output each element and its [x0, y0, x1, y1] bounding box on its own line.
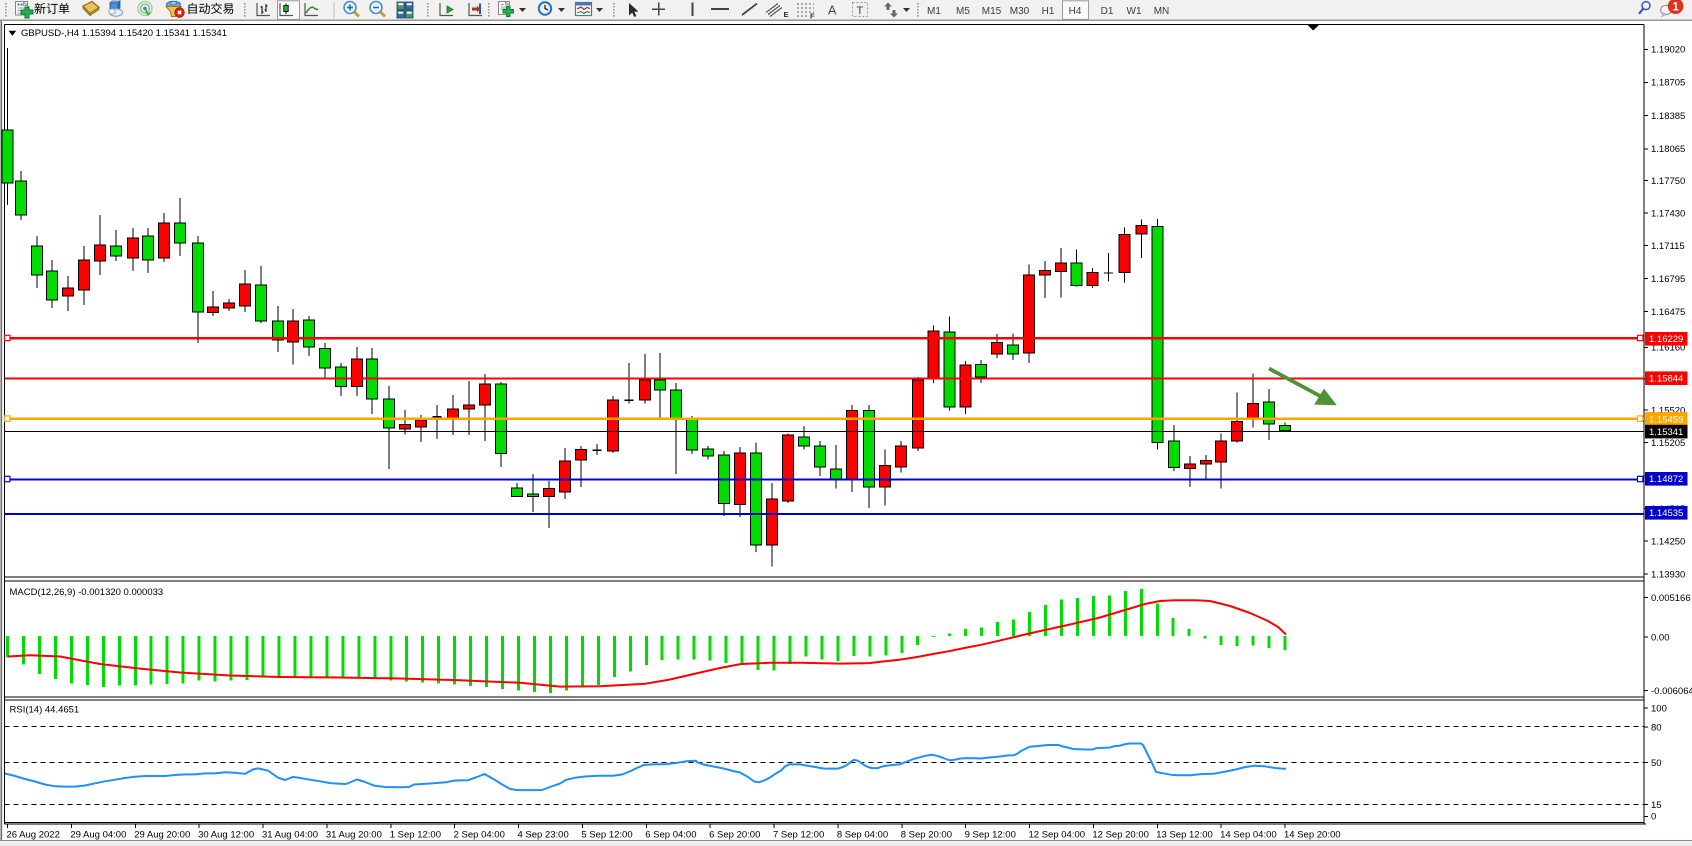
svg-text:1.17750: 1.17750: [1651, 176, 1685, 187]
svg-text:1.15459: 1.15459: [1649, 414, 1683, 425]
svg-text:1.17430: 1.17430: [1651, 209, 1685, 220]
svg-text:6 Sep 20:00: 6 Sep 20:00: [709, 830, 760, 841]
svg-text:31 Aug 04:00: 31 Aug 04:00: [262, 830, 318, 841]
svg-text:1.16795: 1.16795: [1651, 274, 1685, 285]
svg-text:1.15341: 1.15341: [1649, 427, 1683, 438]
svg-text:1.17115: 1.17115: [1651, 241, 1685, 252]
svg-text:4 Sep 23:00: 4 Sep 23:00: [518, 830, 569, 841]
svg-text:7 Sep 12:00: 7 Sep 12:00: [773, 830, 824, 841]
svg-text:1.15205: 1.15205: [1651, 438, 1685, 449]
svg-text:29 Aug 20:00: 29 Aug 20:00: [134, 830, 190, 841]
svg-text:26 Aug 2022: 26 Aug 2022: [7, 830, 60, 841]
svg-text:1.16229: 1.16229: [1649, 334, 1683, 345]
svg-text:MACD(12,26,9) -0.001320 0.0000: MACD(12,26,9) -0.001320 0.000033: [10, 587, 164, 598]
svg-text:1.16475: 1.16475: [1651, 307, 1685, 318]
svg-text:H4: H4: [1069, 6, 1082, 17]
svg-text:8 Sep 04:00: 8 Sep 04:00: [837, 830, 888, 841]
svg-text:1.19020: 1.19020: [1651, 45, 1685, 56]
svg-text:0.00: 0.00: [1651, 632, 1670, 643]
svg-text:1.15520: 1.15520: [1651, 406, 1685, 417]
svg-text:W1: W1: [1127, 6, 1142, 17]
svg-text:T: T: [857, 5, 864, 17]
svg-text:8 Sep 20:00: 8 Sep 20:00: [901, 830, 952, 841]
svg-text:M5: M5: [956, 6, 970, 17]
svg-text:1.16160: 1.16160: [1651, 343, 1685, 354]
svg-text:12 Sep 20:00: 12 Sep 20:00: [1092, 830, 1149, 841]
svg-text:1 Sep 12:00: 1 Sep 12:00: [390, 830, 441, 841]
svg-text:2 Sep 04:00: 2 Sep 04:00: [454, 830, 505, 841]
svg-text:9 Sep 12:00: 9 Sep 12:00: [965, 830, 1016, 841]
svg-text:E: E: [784, 10, 789, 19]
svg-text:12 Sep 04:00: 12 Sep 04:00: [1029, 830, 1086, 841]
svg-text:6 Sep 04:00: 6 Sep 04:00: [645, 830, 696, 841]
svg-text:5 Sep 12:00: 5 Sep 12:00: [581, 830, 632, 841]
svg-text:1: 1: [1672, 1, 1679, 13]
svg-text:M15: M15: [982, 6, 1002, 17]
svg-text:0: 0: [1651, 812, 1656, 823]
svg-text:1.14535: 1.14535: [1649, 508, 1683, 519]
svg-text:1.18385: 1.18385: [1651, 111, 1685, 122]
svg-text:14 Sep 04:00: 14 Sep 04:00: [1220, 830, 1277, 841]
svg-text:M1: M1: [927, 6, 941, 17]
svg-text:F: F: [810, 12, 815, 21]
svg-text:14 Sep 20:00: 14 Sep 20:00: [1284, 830, 1341, 841]
svg-text:80: 80: [1651, 722, 1662, 733]
svg-text:GBPUSD-,H4 1.15394 1.15420 1.: GBPUSD-,H4 1.15394 1.15420 1.15341 1.153…: [21, 28, 227, 39]
svg-text:31 Aug 20:00: 31 Aug 20:00: [326, 830, 382, 841]
svg-text:1.18705: 1.18705: [1651, 78, 1685, 89]
svg-text:MN: MN: [1154, 6, 1170, 17]
svg-text:15: 15: [1651, 800, 1662, 811]
svg-text:13 Sep 12:00: 13 Sep 12:00: [1156, 830, 1213, 841]
svg-text:M30: M30: [1010, 6, 1030, 17]
svg-text:29 Aug 04:00: 29 Aug 04:00: [70, 830, 126, 841]
svg-text:100: 100: [1651, 703, 1667, 714]
svg-text:A: A: [828, 4, 837, 18]
svg-text:1.14250: 1.14250: [1651, 537, 1685, 548]
svg-text:1.13930: 1.13930: [1651, 570, 1685, 581]
svg-text:1.15844: 1.15844: [1649, 374, 1683, 385]
svg-text:D1: D1: [1101, 6, 1114, 17]
svg-text:50: 50: [1651, 758, 1662, 769]
svg-text:30 Aug 12:00: 30 Aug 12:00: [198, 830, 254, 841]
svg-text:-0.006064: -0.006064: [1651, 686, 1692, 697]
svg-text:H1: H1: [1042, 6, 1055, 17]
svg-text:RSI(14) 44.4651: RSI(14) 44.4651: [10, 705, 80, 716]
svg-text:1.14872: 1.14872: [1649, 474, 1683, 485]
svg-text:1.18065: 1.18065: [1651, 144, 1685, 155]
svg-text:0.005166: 0.005166: [1651, 593, 1691, 604]
